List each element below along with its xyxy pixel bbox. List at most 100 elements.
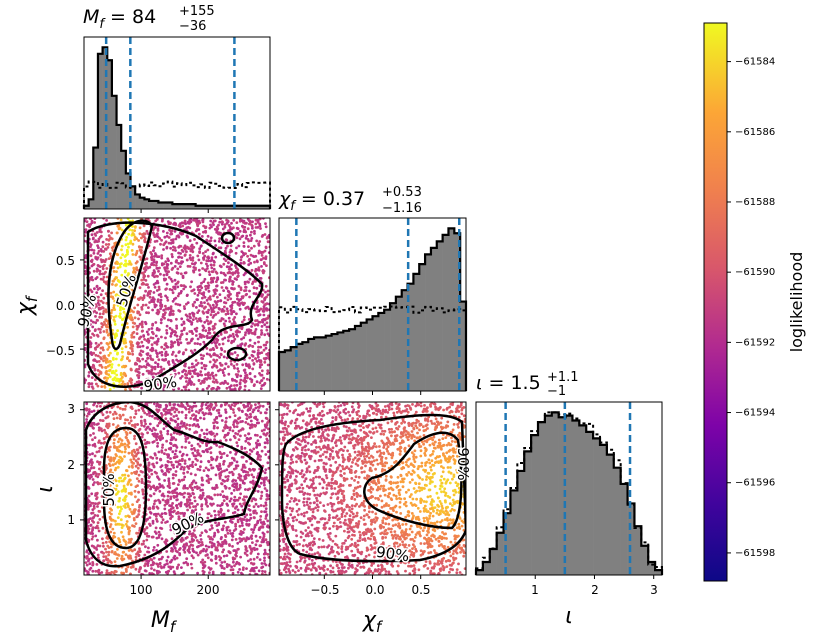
scatter-point	[260, 494, 263, 498]
scatter-point	[230, 565, 234, 569]
scatter-point	[99, 351, 102, 355]
scatter-point	[178, 244, 182, 248]
scatter-point	[164, 260, 168, 263]
scatter-point	[195, 539, 199, 542]
scatter-point	[247, 263, 251, 267]
scatter-point	[97, 343, 101, 347]
scatter-point	[260, 325, 264, 328]
scatter-point	[183, 253, 187, 257]
scatter-point	[115, 416, 119, 420]
scatter-point	[189, 485, 193, 489]
scatter-point	[107, 234, 111, 238]
scatter-point	[89, 278, 93, 281]
scatter-point	[84, 292, 87, 296]
scatter-point	[190, 280, 194, 284]
scatter-point	[104, 491, 108, 494]
scatter-point	[261, 269, 265, 272]
scatter-point	[220, 348, 224, 352]
scatter-point	[225, 416, 228, 420]
scatter-point	[188, 457, 191, 461]
scatter-point	[247, 245, 250, 249]
scatter-point	[244, 331, 248, 335]
scatter-point	[140, 271, 144, 275]
scatter-point	[160, 350, 164, 354]
scatter-point	[240, 250, 244, 254]
scatter-point	[202, 469, 206, 472]
scatter-point	[113, 477, 116, 481]
scatter-point	[231, 556, 235, 560]
scatter-point	[181, 424, 185, 428]
scatter-point	[167, 479, 171, 483]
scatter-point	[125, 433, 129, 436]
scatter-point	[258, 381, 262, 385]
scatter-point	[207, 284, 211, 287]
scatter-point	[201, 558, 205, 562]
scatter-point	[177, 515, 181, 519]
scatter-point	[211, 486, 215, 490]
scatter-point	[242, 318, 246, 322]
scatter-point	[119, 371, 123, 375]
scatter-point	[231, 429, 235, 433]
scatter-point	[85, 549, 89, 552]
scatter-point	[180, 420, 184, 424]
scatter-point	[196, 503, 199, 506]
scatter-point	[93, 444, 97, 448]
scatter-point	[155, 408, 159, 411]
scatter-point	[140, 306, 144, 309]
scatter-point	[227, 365, 230, 369]
scatter-point	[165, 405, 169, 408]
scatter-point	[243, 301, 246, 305]
scatter-point	[131, 352, 135, 356]
scatter-point	[183, 326, 186, 330]
scatter-point	[103, 280, 107, 284]
scatter-point	[235, 441, 239, 444]
scatter-point	[159, 365, 163, 369]
scatter-point	[253, 375, 257, 378]
scatter-point	[183, 546, 187, 549]
scatter-point	[173, 410, 177, 414]
scatter-point	[216, 334, 220, 338]
scatter-point	[84, 568, 87, 572]
scatter-point	[147, 306, 150, 309]
scatter-point	[200, 428, 204, 432]
scatter-point	[256, 260, 259, 264]
scatter-point	[98, 544, 102, 548]
scatter-point	[215, 337, 218, 341]
scatter-point	[220, 543, 224, 547]
scatter-point	[191, 289, 195, 292]
scatter-point	[134, 442, 138, 446]
scatter-point	[94, 321, 98, 325]
scatter-point	[91, 320, 95, 324]
scatter-point	[237, 407, 240, 411]
scatter-point	[164, 354, 168, 358]
scatter-point	[214, 404, 218, 407]
scatter-point	[168, 422, 172, 425]
scatter-point	[264, 517, 268, 520]
scatter-point	[249, 415, 253, 419]
scatter-point	[267, 497, 270, 501]
scatter-point	[111, 463, 115, 467]
scatter-point	[115, 557, 119, 560]
scatter-point	[84, 272, 88, 276]
scatter-point	[216, 540, 220, 544]
scatter-point	[104, 366, 108, 370]
scatter-point	[156, 337, 160, 341]
scatter-point	[237, 417, 240, 421]
scatter-point	[100, 550, 103, 554]
scatter-point	[251, 322, 255, 325]
scatter-point	[264, 503, 268, 507]
scatter-point	[104, 431, 107, 435]
scatter-point	[177, 262, 181, 265]
scatter-point	[101, 541, 105, 545]
scatter-point	[225, 563, 229, 566]
scatter-point	[148, 265, 152, 269]
scatter-point	[190, 444, 194, 447]
scatter-point	[162, 367, 166, 371]
scatter-point	[167, 454, 171, 458]
scatter-point	[237, 284, 241, 288]
scatter-point	[223, 305, 226, 309]
scatter-point	[174, 449, 178, 453]
scatter-point	[102, 250, 106, 253]
scatter-point	[142, 539, 146, 543]
scatter-point	[211, 252, 215, 256]
